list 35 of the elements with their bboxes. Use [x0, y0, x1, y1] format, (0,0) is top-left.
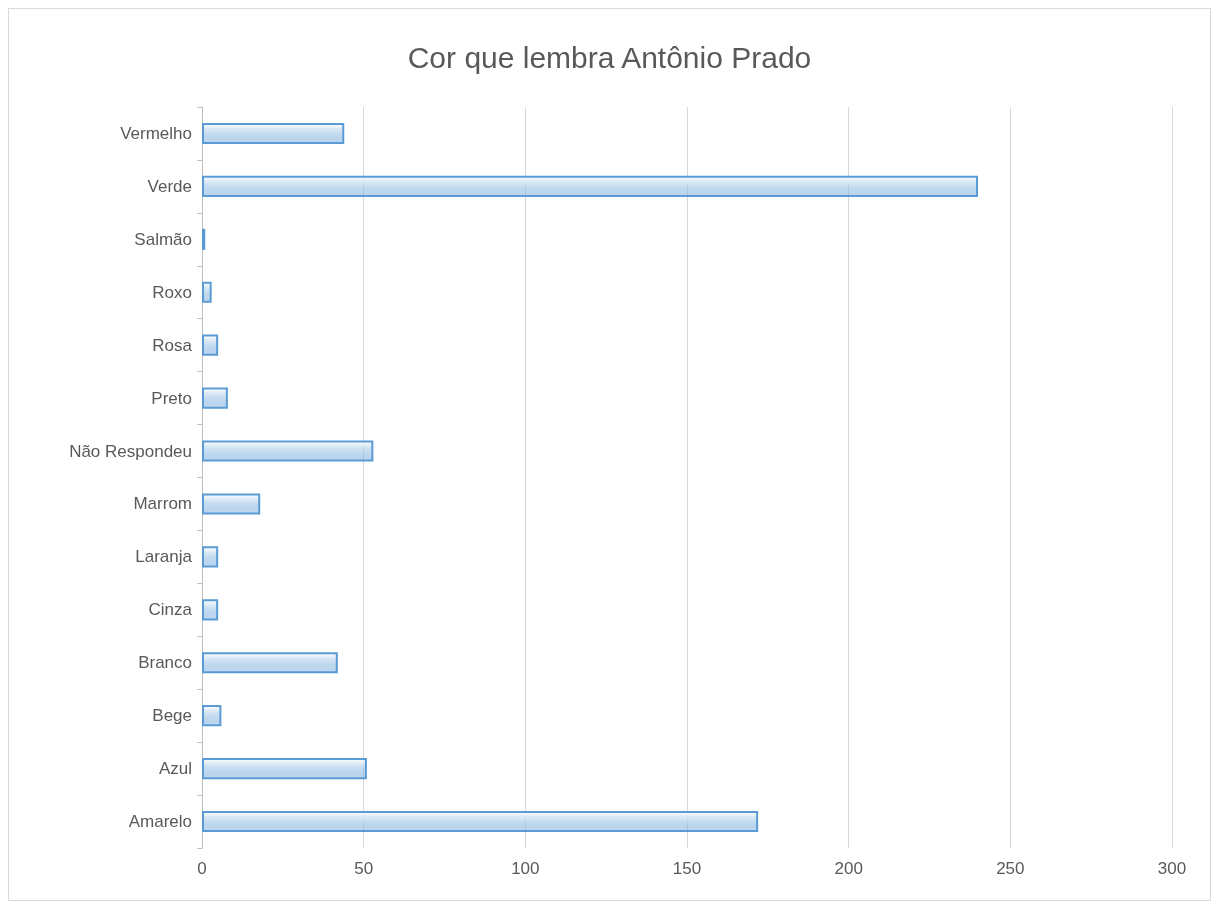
y-tick-label: Branco [138, 653, 192, 673]
y-tick-label: Preto [151, 388, 192, 408]
bar [202, 652, 338, 674]
y-tick-label: Roxo [152, 282, 192, 302]
bar [202, 334, 219, 356]
bar [202, 175, 978, 197]
y-tick-label: Não Respondeu [69, 441, 192, 461]
bar [202, 281, 212, 303]
x-tick-label: 0 [197, 859, 207, 878]
x-tick-label: 100 [511, 859, 540, 878]
y-tick-label: Rosa [152, 335, 193, 355]
y-tick-label: Marrom [133, 494, 192, 514]
chart-title: Cor que lembra Antônio Prado [407, 40, 812, 74]
bar [202, 546, 219, 568]
y-tick-label: Verde [147, 176, 192, 196]
y-tick-label: Amarelo [128, 812, 192, 832]
bar [202, 758, 367, 780]
x-tick-label: 50 [354, 859, 374, 878]
y-tick-label: Vermelho [120, 123, 192, 143]
bar [202, 440, 374, 462]
y-tick-label: Cinza [148, 600, 193, 620]
bar [202, 493, 261, 515]
x-tick-label: 150 [672, 859, 702, 878]
bar [202, 599, 219, 621]
x-tick-label: 200 [834, 859, 863, 878]
bar [202, 387, 228, 409]
bar [202, 810, 759, 833]
y-tick-label: Azul [158, 759, 192, 779]
x-tick-label: 250 [996, 859, 1025, 878]
y-tick-label: Laranja [135, 547, 193, 567]
bar [202, 705, 222, 727]
y-tick-label: Salmão [134, 229, 192, 249]
x-tick-label: 300 [1157, 859, 1187, 878]
bar [202, 122, 345, 145]
y-tick-label: Bege [152, 706, 192, 726]
